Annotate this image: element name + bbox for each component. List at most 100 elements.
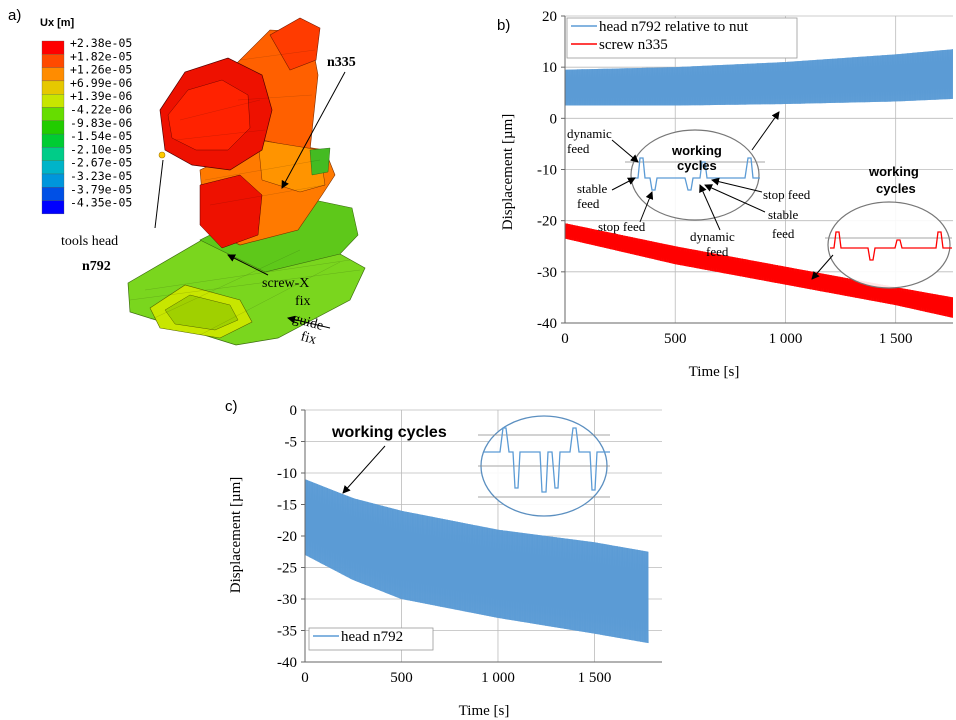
stable-feed-2a: stable <box>768 207 799 222</box>
y-tick-label: -20 <box>277 529 297 545</box>
y-tick-label: -30 <box>277 592 297 608</box>
y-tick-label: -10 <box>277 466 297 482</box>
x-tick-label: 1 000 <box>481 670 515 686</box>
y-tick-label: -30 <box>537 265 557 281</box>
panel-b-label: b) <box>497 17 510 34</box>
fe-model-image <box>127 17 366 346</box>
panel-b-inset-1: working cycles <box>625 111 780 221</box>
legend-box <box>566 17 798 59</box>
y-tick-label: 0 <box>550 111 558 127</box>
guide-pointer <box>287 315 331 329</box>
legend-value: -9.83e-06 <box>70 116 132 130</box>
panel-b-ylabel: Displacement [µm] <box>500 114 516 231</box>
legend-swatch <box>41 173 65 188</box>
panel-a-label: a) <box>8 7 21 24</box>
stable-feed-2b: feed <box>772 226 795 241</box>
legend-value: -1.54e-05 <box>70 129 132 143</box>
legend-swatch <box>41 133 65 148</box>
legend-swatch <box>41 160 65 175</box>
legend-swatch <box>41 80 65 95</box>
legend-swatch <box>41 107 65 121</box>
panel-c-label: c) <box>225 398 238 415</box>
n335-pointer <box>281 71 346 189</box>
tools-head-pointer <box>154 159 164 229</box>
fix2-label: fix <box>299 329 318 348</box>
legend-swatch <box>41 187 65 201</box>
legend-swatch <box>41 54 65 68</box>
panel-c-ylabel: Displacement [µm] <box>228 477 244 594</box>
screw-x-label: screw-X <box>262 276 309 291</box>
working-cycles-b1-a: working <box>671 143 722 158</box>
legend-value: -2.67e-05 <box>70 156 132 170</box>
x-tick-label: 0 <box>301 670 309 686</box>
y-tick-label: -10 <box>537 163 557 179</box>
legend-value: -2.10e-05 <box>70 142 132 156</box>
dynamic-feed-1b: feed <box>567 141 590 156</box>
working-cycles-b2-a: working <box>868 164 919 179</box>
legend-value: +1.39e-06 <box>70 89 132 103</box>
legend-swatch <box>41 147 65 161</box>
panel-c-xlabel: Time [s] <box>459 703 510 719</box>
panel-a: a) Ux [m] +2.38e-05+1.82e-05+1.26e-05+6.… <box>8 7 366 348</box>
legend-value: +6.99e-06 <box>70 76 132 90</box>
y-tick-label: -35 <box>277 624 297 640</box>
legend-value: +2.38e-05 <box>70 36 132 50</box>
series-fill-1 <box>565 223 953 318</box>
legend-value: -4.22e-06 <box>70 103 132 117</box>
stop-feed-2: stop feed <box>763 187 811 202</box>
legend-value: -3.23e-05 <box>70 169 132 183</box>
legend-value: +1.82e-05 <box>70 49 132 63</box>
legend-label: head n792 relative to nut <box>599 19 749 35</box>
chart-legend: head n792 <box>308 627 434 651</box>
chart-legend: head n792 relative to nut screw n335 <box>566 17 798 59</box>
chart-c: 0-5-10-15-20-25-30-35-400 500 1 000 1 500he… <box>277 403 662 686</box>
working-cycles-b1-b: cycles <box>677 158 717 173</box>
x-tick-label: 0 <box>561 331 569 347</box>
dynamic-feed-1a: dynamic <box>567 126 612 141</box>
legend-label: screw n335 <box>599 37 668 53</box>
x-tick-label: 500 <box>390 670 413 686</box>
y-tick-label: -5 <box>285 435 298 451</box>
x-tick-label: 1 500 <box>578 670 612 686</box>
legend-swatch <box>41 200 65 215</box>
dynamic-feed-2a: dynamic <box>690 229 735 244</box>
dynamic-feed-2b: feed <box>706 244 729 259</box>
x-tick-label: 1 000 <box>769 331 803 347</box>
legend-value: -4.35e-05 <box>70 196 132 210</box>
panel-b-inset-2: working cycles <box>811 164 952 289</box>
legend-box <box>308 627 434 651</box>
panel-c-inset <box>478 415 610 517</box>
y-tick-label: -25 <box>277 561 297 577</box>
y-tick-label: 20 <box>542 9 557 25</box>
y-tick-label: 0 <box>290 403 298 419</box>
n792-label: n792 <box>82 259 111 274</box>
series-fill-0 <box>565 49 953 106</box>
y-tick-label: -40 <box>277 655 297 671</box>
panel-c: c) 0-5-10-15-20-25-30-35-400 500 1 000 1 50… <box>225 398 662 719</box>
series-fill-0 <box>305 479 649 644</box>
legend-label: head n792 <box>341 629 403 645</box>
y-tick-label: -15 <box>277 498 297 514</box>
stop-feed-1: stop feed <box>598 219 646 234</box>
stable-feed-1a: stable <box>577 181 608 196</box>
n335-label: n335 <box>327 55 356 70</box>
x-tick-label: 1 500 <box>879 331 913 347</box>
x-tick-label: 500 <box>664 331 687 347</box>
screw-x-pointer <box>227 254 269 276</box>
working-cycles-c: working cycles <box>331 424 447 441</box>
legend-value: +1.26e-05 <box>70 63 132 77</box>
legend-swatch <box>41 67 65 82</box>
contour-legend: +2.38e-05+1.82e-05+1.26e-05+6.99e-06+1.3… <box>41 36 132 215</box>
y-tick-label: -20 <box>537 214 557 230</box>
fix1-label: fix <box>295 294 311 309</box>
legend-title: Ux [m] <box>40 17 75 29</box>
y-tick-label: -40 <box>537 316 557 332</box>
y-tick-label: 10 <box>542 60 557 76</box>
legend-swatch <box>41 120 65 135</box>
legend-swatch <box>41 40 65 55</box>
stable-feed-1b: feed <box>577 196 600 211</box>
legend-swatch <box>41 94 65 108</box>
